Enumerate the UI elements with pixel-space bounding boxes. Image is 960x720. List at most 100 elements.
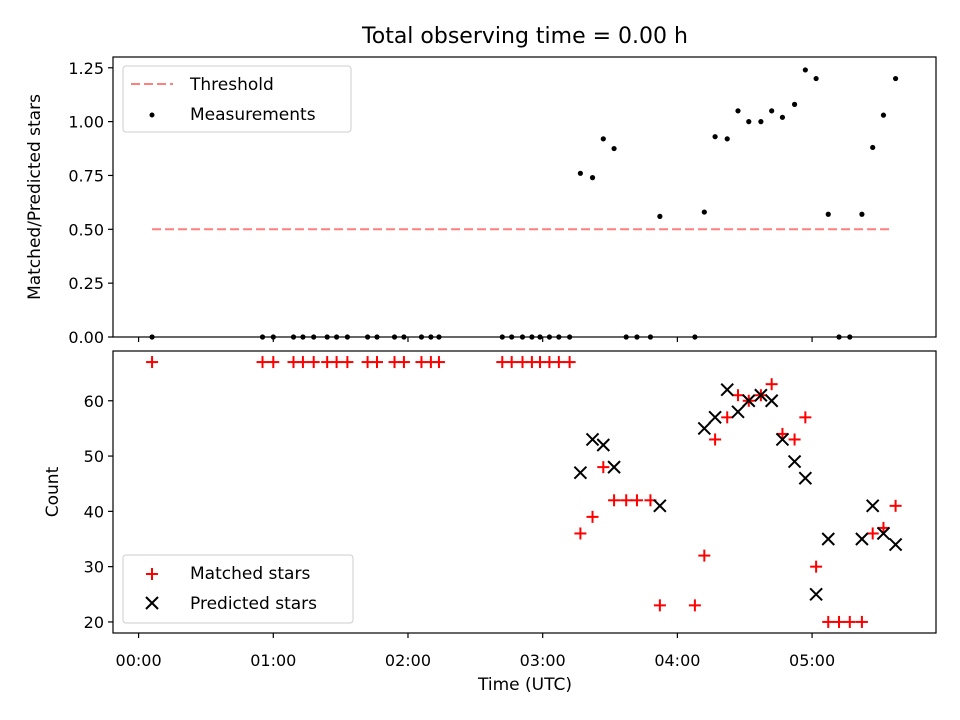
- measurement-point: [813, 75, 819, 82]
- matched-stars-point: [432, 356, 445, 369]
- bottom-plot-area: [146, 356, 903, 628]
- matched-stars-point: [822, 615, 835, 628]
- matched-stars-point: [855, 615, 868, 628]
- x-tick-label: 02:00: [385, 651, 431, 670]
- measurement-point: [746, 119, 752, 125]
- measurements-legend-swatch: [149, 112, 155, 118]
- x-tick-label: 01:00: [250, 651, 296, 670]
- measurements-legend-label: Measurements: [190, 105, 316, 125]
- bottom-y-tick-label: 30: [84, 558, 104, 577]
- predicted-stars-point: [754, 388, 768, 402]
- matched-stars-point: [296, 356, 309, 369]
- top-y-tick-label: 1.00: [68, 113, 104, 132]
- bottom-y-ticks: 20 30 40 50 60: [84, 392, 113, 632]
- matched-stars-point: [307, 356, 320, 369]
- measurement-point: [859, 211, 865, 217]
- measurement-point: [802, 67, 808, 73]
- predicted-stars-point: [731, 405, 745, 419]
- matched-stars-point: [866, 527, 879, 540]
- matched-stars-point: [586, 510, 599, 523]
- measurement-point: [611, 145, 617, 152]
- matched-stars-point: [330, 356, 343, 369]
- matched-stars-point: [341, 356, 354, 369]
- predicted-stars-point: [764, 394, 779, 408]
- top-y-tick-label: 0.75: [68, 166, 104, 185]
- predicted-stars-point: [697, 421, 712, 436]
- top-x-ticks: [137, 337, 813, 342]
- matched-stars-point: [799, 411, 812, 424]
- x-tick-label: 04:00: [654, 651, 700, 670]
- top-y-axis-label: Matched/Predicted stars: [25, 94, 45, 300]
- measurement-point: [589, 175, 596, 181]
- matched-stars-point: [843, 615, 856, 628]
- bottom-axes-frame: [112, 350, 937, 634]
- top-y-tick-label: 0.50: [68, 220, 104, 239]
- measurement-point: [758, 119, 764, 125]
- measurement-point: [735, 108, 741, 114]
- bottom-panel: Count Time (UTC) 20 30 40 50 60 00:00 01:00 02…: [43, 350, 937, 695]
- predicted-stars-point: [742, 394, 756, 408]
- measurement-point: [880, 112, 887, 118]
- top-plot-area: [149, 67, 899, 340]
- measurement-point: [724, 136, 730, 142]
- x-tick-label: 00:00: [116, 651, 162, 670]
- predicted-stars-point: [865, 499, 880, 513]
- top-y-tick-label: 0.00: [68, 328, 104, 347]
- bottom-y-tick-label: 50: [84, 447, 104, 466]
- matched-stars-point: [709, 433, 722, 446]
- matched-stars-point: [810, 560, 823, 573]
- predicted-legend-label: Predicted stars: [190, 594, 317, 614]
- matched-stars-point: [256, 356, 269, 369]
- matched-stars-point: [653, 599, 666, 612]
- bottom-legend: Matched stars Predicted stars: [122, 554, 354, 624]
- matched-legend-label: Matched stars: [190, 564, 310, 584]
- matched-stars-point: [608, 494, 621, 507]
- measurement-point: [712, 134, 718, 140]
- predicted-stars-point: [720, 382, 734, 397]
- top-y-tick-label: 0.25: [68, 274, 104, 293]
- matched-stars-point: [146, 356, 159, 369]
- matched-stars-point: [731, 389, 744, 402]
- predicted-stars-point: [821, 532, 835, 546]
- top-y-ticks: 0.00 0.25 0.50 0.75 1.00 1.25: [68, 59, 113, 347]
- threshold-legend-label: Threshold: [189, 75, 274, 95]
- matched-stars-point: [552, 356, 565, 369]
- matched-stars-point: [688, 599, 701, 612]
- matched-stars-point: [630, 494, 643, 507]
- predicted-stars-point: [798, 471, 813, 485]
- measurement-point: [870, 144, 876, 151]
- matched-stars-point: [620, 494, 633, 507]
- predicted-stars-point: [573, 465, 588, 480]
- top-legend-box: [122, 65, 352, 133]
- matched-stars-point: [563, 356, 576, 369]
- matched-stars-point: [788, 433, 801, 446]
- predicted-stars-point: [787, 454, 802, 469]
- matched-stars-point: [505, 356, 518, 369]
- matched-stars-point: [765, 378, 778, 391]
- measurement-point: [779, 114, 786, 120]
- measurement-point: [825, 211, 831, 217]
- matched-stars-point: [877, 521, 890, 534]
- matched-stars-point: [698, 549, 711, 562]
- matched-stars-point: [371, 356, 384, 369]
- bottom-x-ticks: 00:00 01:00 02:00 03:00 04:00 05:00: [116, 633, 835, 670]
- predicted-stars-point: [653, 499, 667, 513]
- bottom-legend-box: [122, 554, 354, 624]
- predicted-stars-point: [585, 432, 600, 447]
- predicted-stars-point: [775, 432, 790, 447]
- measurement-point: [577, 170, 583, 176]
- predicted-stars-point: [607, 460, 621, 474]
- top-y-tick-label: 1.25: [68, 59, 104, 78]
- measurement-point: [791, 101, 798, 107]
- bottom-y-tick-label: 40: [84, 502, 104, 521]
- matched-stars-point: [574, 527, 587, 540]
- predicted-stars-point: [855, 532, 869, 546]
- measurement-point: [892, 75, 899, 82]
- measurement-point: [701, 209, 707, 215]
- measurement-point: [600, 136, 606, 142]
- matched-stars-point: [397, 356, 410, 369]
- predicted-stars-point: [596, 438, 611, 452]
- x-axis-label: Time (UTC): [477, 675, 572, 695]
- predicted-stars-point: [876, 526, 891, 541]
